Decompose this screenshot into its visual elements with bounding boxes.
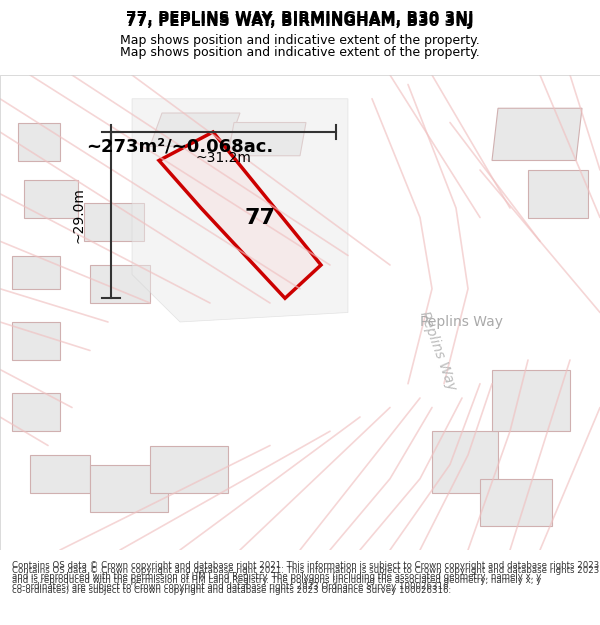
Polygon shape (30, 455, 90, 493)
Text: Peplins Way: Peplins Way (417, 309, 459, 392)
Polygon shape (432, 431, 498, 493)
Text: 77, PEPLINS WAY, BIRMINGHAM, B30 3NJ: 77, PEPLINS WAY, BIRMINGHAM, B30 3NJ (126, 11, 474, 26)
Polygon shape (90, 464, 168, 512)
Text: 77, PEPLINS WAY, BIRMINGHAM, B30 3NJ: 77, PEPLINS WAY, BIRMINGHAM, B30 3NJ (126, 14, 474, 29)
Text: ~273m²/~0.068ac.: ~273m²/~0.068ac. (86, 138, 274, 155)
Polygon shape (24, 179, 78, 218)
Polygon shape (228, 122, 306, 156)
Text: 77: 77 (244, 208, 275, 227)
Polygon shape (492, 108, 582, 161)
Polygon shape (18, 122, 60, 161)
Polygon shape (12, 322, 60, 360)
Polygon shape (12, 256, 60, 289)
Polygon shape (492, 369, 570, 431)
Polygon shape (150, 446, 228, 493)
Polygon shape (528, 170, 588, 217)
Polygon shape (90, 265, 150, 303)
Polygon shape (12, 393, 60, 431)
Text: Peplins Way: Peplins Way (421, 315, 503, 329)
Text: ~31.2m: ~31.2m (196, 151, 251, 165)
Text: Contains OS data © Crown copyright and database right 2021. This information is : Contains OS data © Crown copyright and d… (12, 561, 599, 591)
Polygon shape (159, 132, 321, 298)
Text: Map shows position and indicative extent of the property.: Map shows position and indicative extent… (120, 46, 480, 59)
Polygon shape (150, 113, 240, 146)
Polygon shape (132, 99, 348, 322)
Text: Map shows position and indicative extent of the property.: Map shows position and indicative extent… (120, 34, 480, 47)
Polygon shape (84, 203, 144, 241)
Text: Contains OS data © Crown copyright and database right 2021. This information is : Contains OS data © Crown copyright and d… (12, 566, 599, 596)
Text: ~29.0m: ~29.0m (71, 187, 85, 243)
Polygon shape (480, 479, 552, 526)
